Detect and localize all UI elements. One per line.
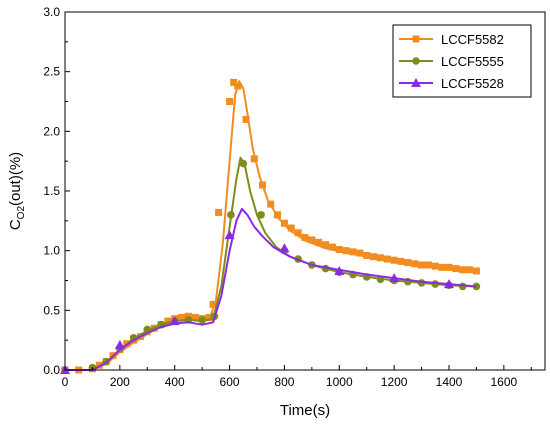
series-lccf5555-circle-marker [472,282,481,291]
series-lccf5582-square-marker [335,245,343,253]
series-lccf5582-square-marker [445,263,453,271]
y-axis-title: CO2(out)(%) [7,152,27,230]
series-lccf5582-square-marker [397,257,405,265]
series-lccf5582-square-marker [258,181,266,189]
series-lccf5582-square-marker [280,219,288,227]
y-tick-label: 2.0 [43,124,60,138]
series-lccf5582-square-marker [234,82,242,90]
y-tick-label: 0.5 [43,303,60,317]
series-lccf5582-square-marker [370,253,378,261]
series-lccf5582-square-marker [383,255,391,263]
series-lccf5555-circle-marker [227,211,235,219]
series-lccf5582-square-marker [95,361,103,369]
series-lccf5528-triangle-marker [389,273,400,283]
series-lccf5582-square-marker [390,256,398,264]
legend: LCCF5582 LCCF5555 LCCF5528 [392,24,532,98]
series-lccf5528-triangle-marker [224,230,235,240]
series-lccf5582-square-marker [230,78,238,86]
series-lccf5555-circle-marker [198,316,206,324]
y-axis-title-sub: O2 [16,206,27,220]
series-lccf5528-triangle-marker [444,279,454,289]
series-lccf5582-square-marker [349,248,357,256]
series-lccf5582-square-marker [205,313,213,321]
legend-lccf5555-label: LCCF5555 [441,54,504,69]
x-tick-label: 0 [62,375,69,389]
series-layer [60,78,481,374]
axes-layer: 0 200 400 600 800 1000 1200 1400 1600 0.0 0.5 1.0 1.… [43,5,532,389]
x-axis-title: Time(s) [280,402,330,419]
series-lccf5582 [61,78,480,374]
series-lccf5582-square-marker [315,238,323,246]
series-lccf5582-square-marker [191,313,199,321]
series-lccf5528 [60,207,477,374]
series-lccf5582-square-marker [452,265,460,273]
y-axis-title-rest: (out)(%) [7,152,24,206]
legend-lccf5528-triangle-marker [411,78,421,87]
series-lccf5582-square-marker [164,317,172,325]
series-lccf5582-square-marker [438,263,446,271]
series-lccf5582-square-marker [267,200,275,208]
x-tick-label: 1000 [326,375,353,389]
legend-lccf5582-square-marker [412,35,420,43]
x-tick-label: 800 [274,375,294,389]
series-lccf5582-square-marker [301,234,309,242]
series-lccf5582-square-marker [242,115,250,123]
legend-lccf5555-circle-marker [412,57,420,65]
series-lccf5528-triangle-marker [114,339,125,349]
y-axis-title-base: C [7,219,24,230]
series-lccf5582-square-marker [411,260,419,268]
y-tick-label: 1.5 [43,184,60,198]
series-lccf5528-triangle-marker [169,316,180,326]
series-lccf5582-square-marker [178,313,186,321]
series-lccf5528-triangle-marker [334,265,345,275]
series-lccf5555-circle-marker [239,159,248,168]
series-lccf5582-square-marker [404,259,412,267]
x-tick-label: 200 [110,375,130,389]
y-tick-label: 2.5 [43,65,60,79]
series-lccf5582-square-marker [215,208,223,216]
y-tick-label: 1.0 [43,244,60,258]
series-lccf5582-square-marker [308,236,316,244]
series-lccf5555-circle-marker [257,211,265,219]
series-lccf5582-square-marker [459,266,467,274]
x-tick-label: 1600 [491,375,518,389]
series-lccf5582-square-marker [226,98,234,105]
series-lccf5582-square-marker [342,247,350,255]
series-lccf5582-square-marker [322,241,330,249]
legend-lccf5528-label: LCCF5528 [441,76,504,91]
series-lccf5528-line [65,207,477,371]
series-lccf5582-square-marker [376,254,384,262]
y-tick-label: 0.0 [43,363,60,377]
series-lccf5582-square-marker [472,267,480,275]
x-tick-label: 1200 [381,375,408,389]
series-lccf5582-square-marker [363,251,371,259]
series-lccf5582-square-marker [328,243,336,251]
series-lccf5582-square-marker [274,211,282,219]
x-tick-label: 1400 [436,375,463,389]
x-tick-label: 400 [165,375,185,389]
y-tick-label: 3.0 [43,5,60,19]
series-lccf5582-square-marker [250,155,258,163]
series-lccf5528-triangle-marker [279,243,290,253]
series-lccf5582-square-marker [294,229,302,237]
series-lccf5582-square-marker [424,261,432,269]
series-lccf5582-square-marker [356,249,364,257]
x-tick-label: 600 [220,375,240,389]
series-lccf5582-square-marker [209,300,217,308]
legend-lccf5582-label: LCCF5582 [441,32,504,47]
series-lccf5582-square-marker [287,224,295,232]
series-lccf5582-square-marker [431,262,439,270]
series-lccf5582-square-marker [466,266,474,274]
series-lccf5582-square-marker [418,261,426,269]
